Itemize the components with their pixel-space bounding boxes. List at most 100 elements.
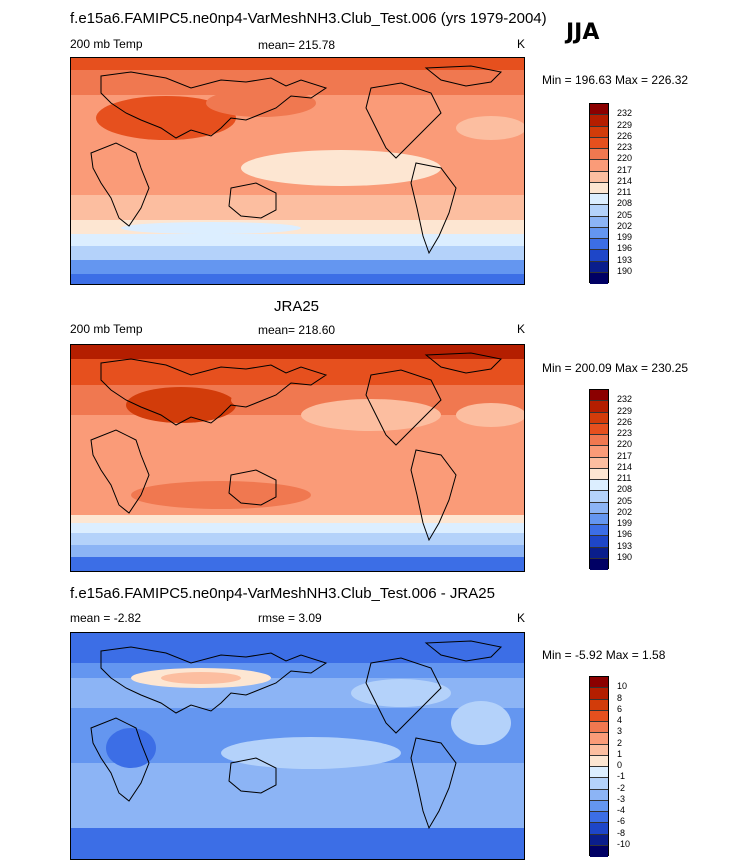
colorbar-box	[590, 722, 608, 734]
colorbar-box	[590, 412, 608, 424]
panel2-units-label: K	[517, 322, 526, 336]
colorbar-level-label: 232	[617, 394, 633, 405]
colorbar-level-label: 193	[617, 540, 633, 551]
panel2-variable-label: 200 mb Temp	[70, 322, 143, 336]
colorbar-box	[590, 480, 608, 492]
colorbar-level-label: 1	[617, 748, 623, 759]
colorbar-level-label: 220	[617, 439, 633, 450]
panel1-mean-label: mean= 215.78	[258, 38, 336, 52]
colorbar-box	[590, 115, 608, 127]
colorbar-level-label: 190	[617, 265, 633, 276]
colorbar-level-label: 202	[617, 220, 633, 231]
colorbar-box	[590, 401, 608, 413]
colorbar-box	[590, 558, 608, 570]
colorbar-box	[590, 261, 608, 273]
colorbar-level-label: 6	[617, 703, 623, 714]
colorbar-level-label: 217	[617, 450, 633, 461]
colorbar-level-label: 229	[617, 119, 633, 130]
colorbar-level-label: 4	[617, 715, 623, 725]
colorbar-level-label: 8	[617, 692, 623, 703]
colorbar-box	[590, 272, 608, 284]
colorbar-level-label: 229	[617, 405, 633, 416]
colorbar-box	[590, 423, 608, 435]
colorbar-box	[590, 525, 608, 537]
colorbar-box	[590, 767, 608, 779]
colorbar-box	[590, 710, 608, 722]
colorbar-level-label: 10	[617, 681, 628, 692]
colorbar-box	[590, 733, 608, 745]
colorbar-level-label: -10	[617, 838, 631, 849]
panel3-colorbar	[589, 676, 609, 857]
panel2-map	[70, 344, 525, 572]
colorbar-level-label: 0	[617, 760, 623, 770]
panel2-title: JRA25	[274, 298, 320, 315]
colorbar-level-label: 190	[617, 551, 633, 562]
colorbar-level-label: 208	[617, 484, 633, 495]
colorbar-box	[590, 468, 608, 480]
colorbar-level-label: -3	[617, 793, 626, 804]
colorbar-box	[590, 491, 608, 503]
panel3-map	[70, 632, 525, 860]
main-title: f.e15a6.FAMIPC5.ne0np4-VarMeshNH3.Club_T…	[70, 10, 547, 27]
colorbar-level-label: 205	[617, 495, 633, 506]
panel1-variable-label: 200 mb Temp	[70, 37, 143, 51]
colorbar-level-label: 214	[617, 175, 633, 186]
colorbar-box	[590, 104, 608, 116]
colorbar-box	[590, 547, 608, 559]
colorbar-level-label: 205	[617, 209, 633, 220]
colorbar-level-label: -2	[617, 782, 626, 793]
colorbar-level-label: 226	[617, 130, 633, 141]
colorbar-level-label: -4	[617, 805, 626, 815]
colorbar-level-label: 196	[617, 529, 633, 540]
colorbar-box	[590, 126, 608, 138]
colorbar-box	[590, 789, 608, 801]
colorbar-box	[590, 457, 608, 469]
colorbar-level-label: 193	[617, 254, 633, 265]
colorbar-level-label: 232	[617, 108, 633, 119]
colorbar-level-label: 220	[617, 153, 633, 164]
colorbar-box	[590, 744, 608, 756]
colorbar-level-label: 211	[617, 187, 632, 197]
colorbar-box	[590, 227, 608, 239]
colorbar-box	[590, 688, 608, 700]
panel1-minmax: Min = 196.63 Max = 226.32	[542, 73, 689, 87]
panel3-minmax: Min = -5.92 Max = 1.58	[542, 648, 666, 662]
colorbar-box	[590, 778, 608, 790]
colorbar-level-label: 199	[617, 518, 633, 528]
panel3-rmse-label: rmse = 3.09	[258, 611, 322, 625]
colorbar-box	[590, 160, 608, 172]
colorbar-level-label: 211	[617, 473, 632, 483]
colorbar-box	[590, 677, 608, 689]
colorbar-level-label: -1	[617, 771, 626, 782]
panel3-units-label: K	[517, 611, 526, 625]
colorbar-level-label: 223	[617, 142, 633, 152]
colorbar-level-label: 217	[617, 164, 633, 175]
colorbar-box	[590, 171, 608, 183]
colorbar-level-label: 208	[617, 198, 633, 209]
colorbar-level-label: 202	[617, 506, 633, 517]
colorbar-box	[590, 513, 608, 525]
colorbar-box	[590, 216, 608, 228]
colorbar-box	[590, 699, 608, 711]
colorbar-level-label: 199	[617, 232, 633, 242]
colorbar-box	[590, 250, 608, 262]
colorbar-box	[590, 194, 608, 206]
panel3-title: f.e15a6.FAMIPC5.ne0np4-VarMeshNH3.Club_T…	[70, 585, 495, 602]
colorbar-box	[590, 435, 608, 447]
panel1-units-label: K	[517, 37, 526, 51]
colorbar-box	[590, 446, 608, 458]
colorbar-box	[590, 239, 608, 251]
colorbar-level-label: 214	[617, 461, 633, 472]
colorbar-level-label: -6	[617, 816, 626, 827]
colorbar-box	[590, 137, 608, 149]
panel1-map	[70, 57, 525, 285]
panel1-colorbar	[589, 103, 609, 284]
colorbar-box	[590, 390, 608, 402]
panel2-colorbar	[589, 389, 609, 570]
colorbar-level-label: 2	[617, 737, 623, 748]
season-label: JJA	[566, 20, 600, 45]
colorbar-box	[590, 755, 608, 767]
panel2-minmax: Min = 200.09 Max = 230.25	[542, 361, 689, 375]
colorbar-box	[590, 812, 608, 824]
colorbar-box	[590, 502, 608, 514]
